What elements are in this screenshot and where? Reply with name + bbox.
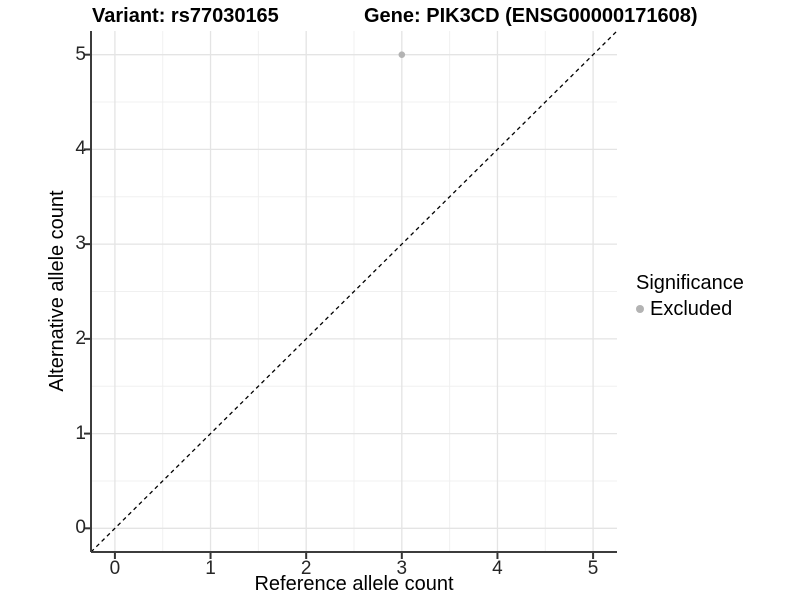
y-tick-label: 5	[75, 43, 86, 65]
legend-item-label: Excluded	[650, 298, 733, 320]
legend-title: Significance	[636, 272, 744, 294]
x-tick-label: 4	[492, 558, 503, 579]
y-axis-title: Alternative allele count	[46, 190, 68, 392]
x-tick-label: 2	[300, 558, 312, 579]
legend: Significance Excluded	[636, 271, 744, 321]
x-axis-title: Reference allele count	[254, 573, 454, 595]
plot-title-variant: Variant: rs77030165	[92, 5, 279, 27]
legend-item-excluded: Excluded	[636, 297, 744, 321]
x-tick-label: 1	[205, 558, 216, 579]
plot-title-gene: Gene: PIK3CD (ENSG00000171608)	[364, 5, 698, 27]
y-tick-label: 4	[75, 138, 86, 160]
y-tick-label: 2	[75, 327, 86, 349]
x-tick-label: 0	[109, 558, 121, 579]
data-point-excluded	[398, 51, 406, 58]
y-tick-label: 0	[75, 517, 86, 539]
identity-reference-line	[90, 30, 618, 553]
x-tick-label: 5	[587, 558, 599, 579]
y-tick-label: 3	[75, 233, 86, 255]
y-tick-label: 1	[75, 422, 86, 444]
legend-key-dot-icon	[636, 305, 644, 313]
x-tick-label: 3	[396, 558, 408, 579]
